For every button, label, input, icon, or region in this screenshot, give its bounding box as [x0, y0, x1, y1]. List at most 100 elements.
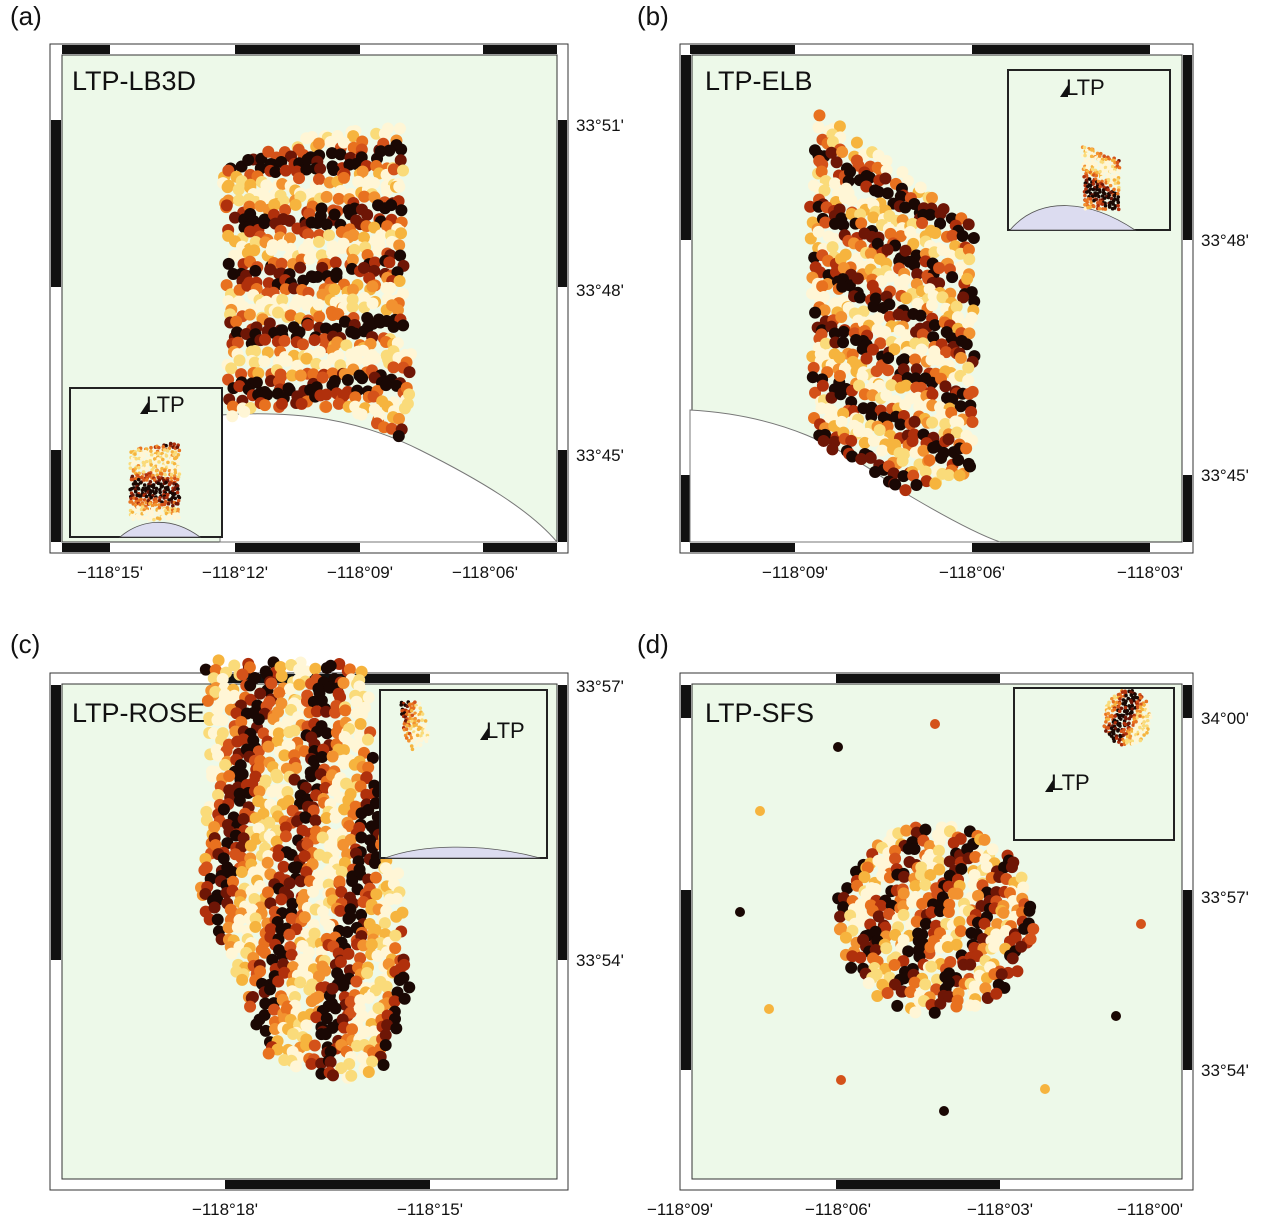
survey-point	[1111, 202, 1115, 206]
survey-point	[833, 923, 846, 936]
survey-point	[162, 468, 167, 473]
survey-point	[898, 972, 911, 985]
survey-point	[249, 264, 262, 277]
survey-point	[175, 477, 180, 482]
survey-point	[378, 127, 391, 140]
survey-point	[235, 715, 248, 728]
survey-point	[1137, 722, 1142, 726]
survey-point	[962, 374, 975, 387]
survey-point	[1098, 163, 1103, 168]
survey-point	[136, 487, 141, 491]
survey-point	[156, 464, 161, 469]
survey-point	[927, 331, 940, 344]
survey-point	[320, 190, 333, 203]
survey-point	[835, 415, 848, 428]
survey-point	[175, 459, 180, 464]
survey-point	[171, 504, 175, 508]
survey-point	[911, 268, 924, 281]
survey-point	[258, 399, 271, 412]
survey-point	[1130, 707, 1135, 711]
survey-point	[348, 243, 361, 256]
survey-point	[158, 495, 162, 500]
survey-point	[935, 451, 948, 464]
survey-point	[1091, 179, 1096, 183]
survey-point	[262, 277, 275, 290]
survey-point	[284, 309, 297, 322]
survey-point	[361, 966, 374, 979]
survey-point	[1127, 731, 1131, 736]
survey-point	[307, 804, 320, 817]
survey-point	[1089, 154, 1094, 159]
survey-point	[854, 951, 867, 964]
survey-point	[335, 865, 348, 878]
survey-point	[1131, 736, 1136, 740]
survey-point	[1090, 151, 1094, 156]
survey-point	[206, 770, 219, 783]
y-tick-label: 33°57'	[576, 677, 624, 696]
survey-point	[248, 892, 261, 905]
survey-point	[858, 436, 871, 449]
survey-point	[344, 995, 357, 1008]
survey-point	[1083, 153, 1087, 158]
survey-point	[883, 270, 896, 283]
survey-point	[924, 868, 937, 881]
survey-point	[340, 339, 353, 352]
survey-point	[243, 661, 256, 674]
survey-point	[217, 852, 230, 865]
survey-point	[914, 309, 927, 322]
survey-point	[1103, 204, 1108, 208]
survey-point	[1146, 727, 1150, 731]
survey-point	[337, 979, 350, 992]
survey-point	[946, 229, 959, 242]
survey-point	[172, 512, 176, 517]
survey-point	[275, 397, 288, 410]
survey-point	[142, 483, 147, 487]
survey-point	[399, 703, 404, 707]
survey-point	[279, 164, 292, 177]
survey-point	[979, 982, 992, 995]
survey-point	[263, 695, 276, 708]
survey-point	[416, 727, 421, 732]
survey-point	[978, 917, 991, 930]
survey-point	[934, 217, 947, 230]
survey-point	[1116, 191, 1120, 196]
survey-point	[372, 243, 385, 256]
survey-point	[833, 120, 846, 133]
survey-point	[1115, 173, 1120, 177]
survey-point	[236, 973, 249, 986]
inset-land	[1009, 205, 1137, 231]
survey-point	[1095, 184, 1100, 189]
survey-point	[889, 852, 902, 865]
survey-point	[867, 211, 880, 224]
survey-point	[328, 243, 341, 256]
survey-point	[268, 198, 281, 211]
survey-point	[393, 180, 406, 193]
survey-point	[379, 379, 392, 392]
survey-point	[1106, 172, 1111, 177]
survey-point	[896, 454, 909, 467]
survey-point	[963, 253, 976, 266]
survey-point	[837, 901, 850, 914]
survey-point	[1127, 721, 1131, 726]
survey-point	[275, 257, 288, 270]
survey-point	[366, 1055, 379, 1068]
survey-point	[1094, 163, 1099, 168]
survey-point	[1106, 177, 1111, 182]
survey-point	[344, 1006, 357, 1019]
survey-point	[965, 286, 978, 299]
survey-point	[861, 861, 874, 874]
survey-point	[326, 750, 339, 763]
survey-point	[165, 492, 170, 497]
survey-point	[164, 511, 169, 516]
survey-point	[881, 187, 894, 200]
survey-point	[211, 703, 224, 716]
survey-point	[283, 739, 296, 752]
survey-point	[274, 660, 287, 673]
survey-point	[162, 454, 166, 458]
survey-point	[377, 1058, 390, 1071]
survey-point	[319, 705, 332, 718]
survey-point	[807, 361, 820, 374]
survey-point	[1132, 729, 1137, 733]
survey-point	[332, 308, 345, 321]
survey-point	[212, 789, 225, 802]
